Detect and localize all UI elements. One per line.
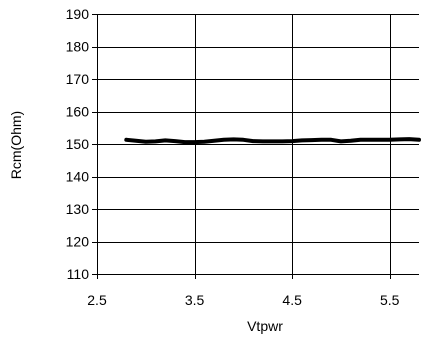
y-tick-label: 130 <box>66 201 90 217</box>
y-tick-labels: 110 120 130 140 150 160 170 180 190 <box>66 6 90 282</box>
y-tick-label: 110 <box>67 266 90 282</box>
y-tick-label: 190 <box>66 6 90 22</box>
y-axis-label: Rcm(Ohm) <box>8 111 24 179</box>
x-axis-label: Vtpwr <box>247 318 283 334</box>
series-line <box>124 137 421 145</box>
series-layer <box>124 137 421 145</box>
y-tick-label: 170 <box>66 71 90 87</box>
grid <box>97 14 419 275</box>
x-tick-labels: 2.5 3.5 4.5 5.5 <box>87 292 399 308</box>
y-tick-label: 160 <box>66 104 90 120</box>
x-tick-label: 5.5 <box>380 292 400 308</box>
x-tick-label: 2.5 <box>87 292 107 308</box>
y-tick-label: 140 <box>66 169 90 185</box>
y-tick-label: 150 <box>66 136 90 152</box>
x-tick-label: 4.5 <box>282 292 302 308</box>
y-tick-label: 180 <box>66 39 90 55</box>
plot-frame <box>92 14 419 279</box>
y-tick-label: 120 <box>66 234 90 250</box>
x-tick-label: 3.5 <box>185 292 205 308</box>
